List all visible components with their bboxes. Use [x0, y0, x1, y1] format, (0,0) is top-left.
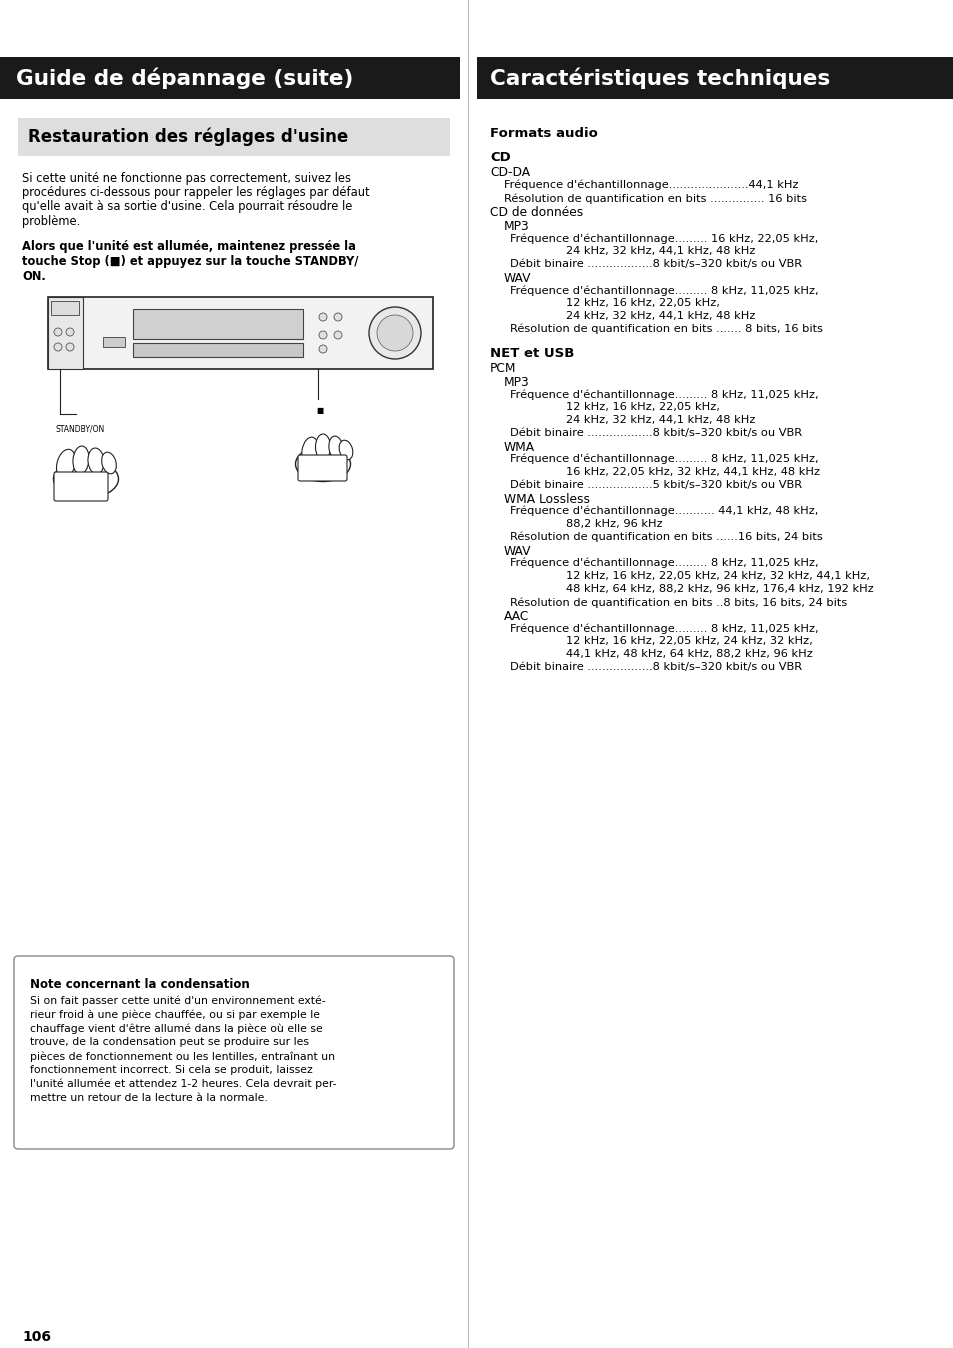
Circle shape	[318, 345, 327, 353]
Text: mettre un retour de la lecture à la normale.: mettre un retour de la lecture à la norm…	[30, 1093, 268, 1103]
Text: trouve, de la condensation peut se produire sur les: trouve, de la condensation peut se produ…	[30, 1038, 309, 1047]
Ellipse shape	[339, 441, 353, 460]
Text: MP3: MP3	[503, 220, 529, 233]
Text: Résolution de quantification en bits ......16 bits, 24 bits: Résolution de quantification en bits ...…	[510, 532, 821, 542]
Text: 12 kHz, 16 kHz, 22,05 kHz, 24 kHz, 32 kHz, 44,1 kHz,: 12 kHz, 16 kHz, 22,05 kHz, 24 kHz, 32 kH…	[565, 572, 869, 581]
Text: Restauration des réglages d'usine: Restauration des réglages d'usine	[28, 128, 348, 146]
Text: procédures ci-dessous pour rappeler les réglages par défaut: procédures ci-dessous pour rappeler les …	[22, 186, 369, 200]
Circle shape	[318, 313, 327, 321]
Text: Fréquence d'échantillonnage........... 44,1 kHz, 48 kHz,: Fréquence d'échantillonnage........... 4…	[510, 506, 818, 516]
Text: Alors que l'unité est allumée, maintenez pressée la: Alors que l'unité est allumée, maintenez…	[22, 240, 355, 253]
Ellipse shape	[329, 435, 343, 460]
FancyBboxPatch shape	[48, 297, 433, 369]
Ellipse shape	[301, 437, 318, 465]
Text: 12 kHz, 16 kHz, 22,05 kHz,: 12 kHz, 16 kHz, 22,05 kHz,	[565, 402, 720, 412]
Text: l'unité allumée et attendez 1-2 heures. Cela devrait per-: l'unité allumée et attendez 1-2 heures. …	[30, 1078, 336, 1089]
Text: Débit binaire ..................8 kbit/s–320 kbit/s ou VBR: Débit binaire ..................8 kbit/s…	[510, 429, 801, 438]
Text: 24 kHz, 32 kHz, 44,1 kHz, 48 kHz: 24 kHz, 32 kHz, 44,1 kHz, 48 kHz	[565, 245, 755, 256]
Text: problème.: problème.	[22, 214, 80, 228]
Text: Note concernant la condensation: Note concernant la condensation	[30, 979, 250, 991]
Text: 44,1 kHz, 48 kHz, 64 kHz, 88,2 kHz, 96 kHz: 44,1 kHz, 48 kHz, 64 kHz, 88,2 kHz, 96 k…	[565, 648, 812, 659]
Bar	[476, 57, 953, 98]
Text: CD: CD	[490, 151, 510, 164]
Circle shape	[54, 342, 62, 350]
Text: Résolution de quantification en bits ..8 bits, 16 bits, 24 bits: Résolution de quantification en bits ..8…	[510, 597, 846, 608]
Text: NET et USB: NET et USB	[490, 346, 574, 360]
Bar	[48, 297, 83, 369]
Ellipse shape	[315, 434, 330, 460]
Text: 48 kHz, 64 kHz, 88,2 kHz, 96 kHz, 176,4 kHz, 192 kHz: 48 kHz, 64 kHz, 88,2 kHz, 96 kHz, 176,4 …	[565, 584, 873, 594]
Text: Fréquence d'échantillonnage......... 16 kHz, 22,05 kHz,: Fréquence d'échantillonnage......... 16 …	[510, 233, 818, 244]
Text: WAV: WAV	[503, 545, 531, 558]
Circle shape	[66, 342, 74, 350]
Text: fonctionnement incorrect. Si cela se produit, laissez: fonctionnement incorrect. Si cela se pro…	[30, 1065, 313, 1074]
Bar	[0, 57, 459, 98]
Circle shape	[376, 315, 413, 350]
Text: Guide de dépannage (suite): Guide de dépannage (suite)	[16, 67, 353, 89]
Ellipse shape	[295, 446, 350, 481]
Text: CD de données: CD de données	[490, 206, 582, 218]
Text: ■: ■	[315, 406, 323, 415]
Text: Résolution de quantification en bits ....... 8 bits, 16 bits: Résolution de quantification en bits ...…	[510, 324, 822, 334]
Ellipse shape	[102, 452, 116, 473]
Text: Débit binaire ..................5 kbit/s–320 kbit/s ou VBR: Débit binaire ..................5 kbit/s…	[510, 480, 801, 491]
Text: 12 kHz, 16 kHz, 22,05 kHz, 24 kHz, 32 kHz,: 12 kHz, 16 kHz, 22,05 kHz, 24 kHz, 32 kH…	[565, 636, 812, 646]
Bar	[51, 301, 79, 315]
Text: Résolution de quantification en bits ............... 16 bits: Résolution de quantification en bits ...…	[503, 193, 806, 204]
Text: Si cette unité ne fonctionne pas correctement, suivez les: Si cette unité ne fonctionne pas correct…	[22, 173, 351, 185]
Ellipse shape	[88, 448, 104, 474]
Circle shape	[334, 313, 341, 321]
Text: STANDBY/ON: STANDBY/ON	[56, 425, 105, 433]
Circle shape	[54, 328, 62, 336]
Text: AAC: AAC	[503, 611, 529, 623]
Ellipse shape	[56, 449, 75, 479]
Text: WAV: WAV	[503, 272, 531, 284]
FancyBboxPatch shape	[14, 956, 454, 1148]
Text: Fréquence d'échantillonnage......... 8 kHz, 11,025 kHz,: Fréquence d'échantillonnage......... 8 k…	[510, 558, 818, 569]
Text: WMA: WMA	[503, 441, 535, 454]
Text: Formats audio: Formats audio	[490, 127, 598, 140]
Text: CD-DA: CD-DA	[490, 166, 530, 179]
Text: 88,2 kHz, 96 kHz: 88,2 kHz, 96 kHz	[565, 519, 662, 528]
Circle shape	[369, 307, 420, 359]
Text: 24 kHz, 32 kHz, 44,1 kHz, 48 kHz: 24 kHz, 32 kHz, 44,1 kHz, 48 kHz	[565, 311, 755, 321]
Text: 24 kHz, 32 kHz, 44,1 kHz, 48 kHz: 24 kHz, 32 kHz, 44,1 kHz, 48 kHz	[565, 415, 755, 425]
Bar	[103, 337, 125, 346]
Text: PCM: PCM	[490, 363, 516, 375]
Ellipse shape	[72, 446, 89, 474]
Text: Fréquence d'échantillonnage......... 8 kHz, 11,025 kHz,: Fréquence d'échantillonnage......... 8 k…	[510, 390, 818, 399]
Ellipse shape	[53, 460, 118, 497]
Text: Si on fait passer cette unité d'un environnement exté-: Si on fait passer cette unité d'un envir…	[30, 996, 325, 1007]
Text: Fréquence d'échantillonnage......... 8 kHz, 11,025 kHz,: Fréquence d'échantillonnage......... 8 k…	[510, 284, 818, 295]
Text: WMA Lossless: WMA Lossless	[503, 493, 589, 506]
Circle shape	[318, 332, 327, 338]
Text: pièces de fonctionnement ou les lentilles, entraînant un: pièces de fonctionnement ou les lentille…	[30, 1051, 335, 1062]
Text: Débit binaire ..................8 kbit/s–320 kbit/s ou VBR: Débit binaire ..................8 kbit/s…	[510, 662, 801, 673]
Text: 16 kHz, 22,05 kHz, 32 kHz, 44,1 kHz, 48 kHz: 16 kHz, 22,05 kHz, 32 kHz, 44,1 kHz, 48 …	[565, 466, 820, 477]
Bar	[132, 309, 303, 338]
Text: 12 kHz, 16 kHz, 22,05 kHz,: 12 kHz, 16 kHz, 22,05 kHz,	[565, 298, 720, 307]
FancyBboxPatch shape	[54, 472, 108, 501]
Text: MP3: MP3	[503, 376, 529, 390]
FancyBboxPatch shape	[297, 456, 347, 481]
Text: chauffage vient d'être allumé dans la pièce où elle se: chauffage vient d'être allumé dans la pi…	[30, 1023, 322, 1034]
Bar	[132, 342, 303, 357]
Text: Caractéristiques techniques: Caractéristiques techniques	[490, 67, 829, 89]
Circle shape	[66, 328, 74, 336]
Text: 106: 106	[22, 1330, 51, 1344]
Text: Fréquence d'échantillonnage......................44,1 kHz: Fréquence d'échantillonnage.............…	[503, 181, 798, 190]
Circle shape	[334, 332, 341, 338]
Text: rieur froid à une pièce chauffée, ou si par exemple le: rieur froid à une pièce chauffée, ou si …	[30, 1010, 319, 1020]
Text: Fréquence d'échantillonnage......... 8 kHz, 11,025 kHz,: Fréquence d'échantillonnage......... 8 k…	[510, 454, 818, 465]
Text: touche Stop (■) et appuyez sur la touche STANDBY/: touche Stop (■) et appuyez sur la touche…	[22, 255, 358, 268]
Text: qu'elle avait à sa sortie d'usine. Cela pourrait résoudre le: qu'elle avait à sa sortie d'usine. Cela …	[22, 201, 352, 213]
Text: Débit binaire ..................8 kbit/s–320 kbit/s ou VBR: Débit binaire ..................8 kbit/s…	[510, 259, 801, 270]
Text: Fréquence d'échantillonnage......... 8 kHz, 11,025 kHz,: Fréquence d'échantillonnage......... 8 k…	[510, 623, 818, 634]
Text: ON.: ON.	[22, 270, 46, 283]
Bar	[18, 119, 450, 156]
